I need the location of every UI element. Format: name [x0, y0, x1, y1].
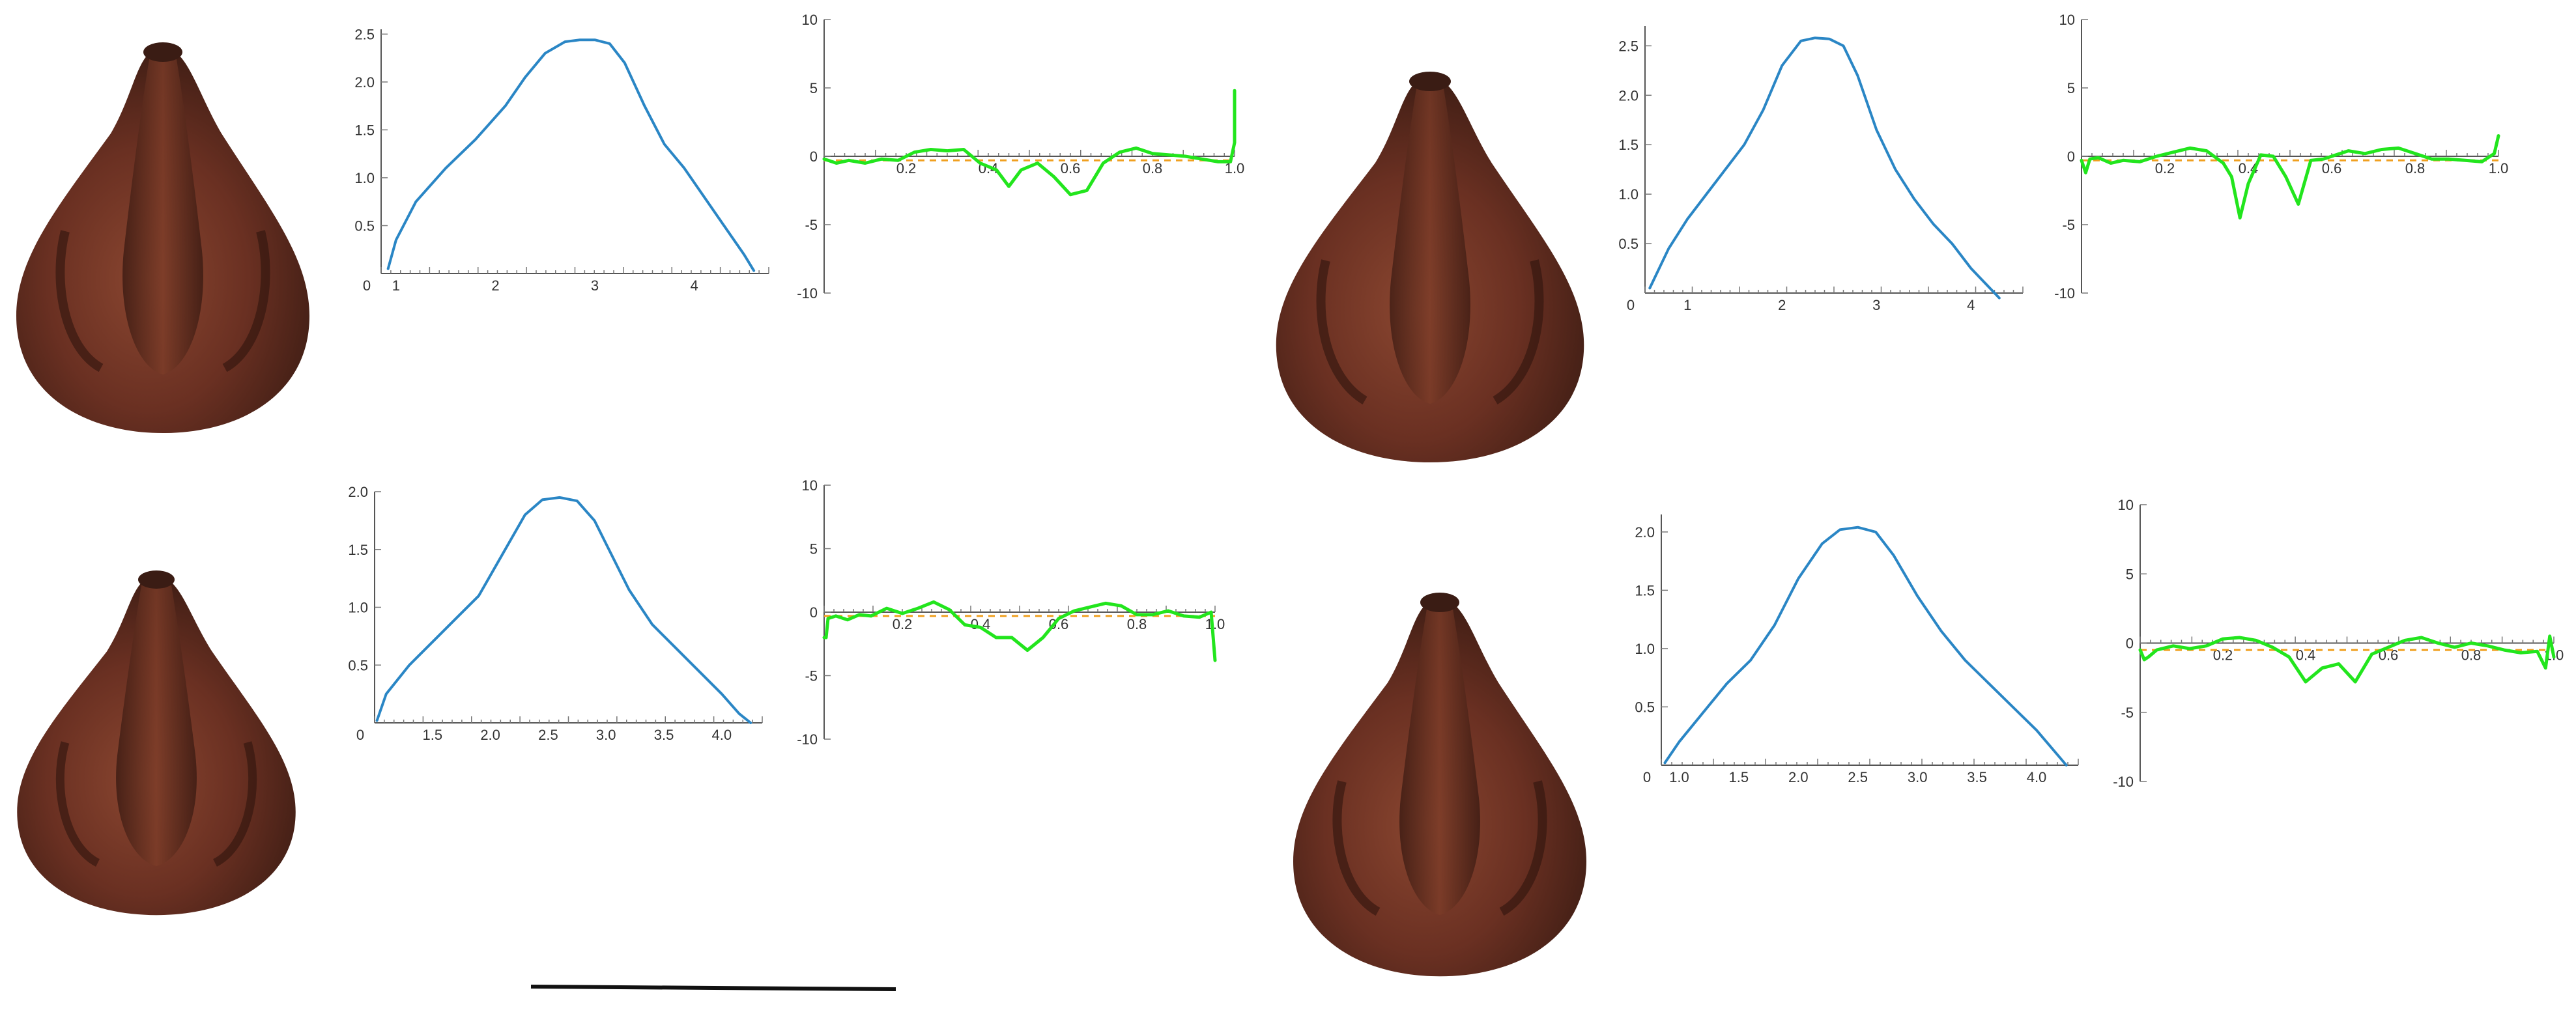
y-tick-label: 0	[2126, 636, 2134, 652]
profile-chart-4: 1.0 1.5 2.0 2.5 3.0 3.5 4.0 0 0.5 1.0 1.5 2.0	[1635, 514, 2079, 785]
x-tick-label: 2	[1778, 297, 1786, 313]
y-tick-label: 0	[810, 148, 818, 165]
x-tick-label: 0.8	[1127, 616, 1147, 632]
x-tick-label: 2.0	[1788, 769, 1809, 785]
y-tick-label: 0	[810, 604, 818, 621]
x-tick-label: 0.2	[893, 616, 913, 632]
y-tick-label: 1.5	[354, 122, 375, 138]
y-tick-label: 1.5	[1635, 582, 1655, 598]
seed-photo-2	[17, 570, 296, 916]
deviation-series-line	[822, 89, 1237, 197]
x-tick-label: 0.6	[1061, 160, 1081, 176]
x-tick-label: 1.5	[1729, 769, 1749, 785]
y-tick-label: 0.5	[1618, 236, 1639, 252]
profile-chart-1: 1 2 3 4 0 0.5 1.0 1.5 2.0 2.5	[354, 26, 769, 294]
y-tick-label: 1.5	[348, 542, 368, 558]
y-tick-label: -10	[2054, 285, 2075, 302]
x-origin-label: 0	[1643, 769, 1651, 785]
y-tick-label: 1.0	[1635, 641, 1655, 657]
y-tick-label: 2.0	[1618, 87, 1639, 104]
profile-chart-2: 1.5 2.0 2.5 3.0 3.5 4.0 0 0.5 1.0 1.5 2.0	[348, 484, 763, 743]
x-tick-label: 4.0	[712, 727, 732, 743]
x-tick-label: 3	[591, 277, 599, 294]
profile-series-line	[375, 496, 752, 724]
x-tick-label: 1	[1683, 297, 1691, 313]
y-tick-label: -10	[797, 285, 818, 302]
x-tick-label: 3.0	[1908, 769, 1928, 785]
deviation-series-line	[2080, 134, 2500, 219]
y-tick-label: 0	[2067, 148, 2075, 165]
x-tick-label: 1	[392, 277, 400, 294]
y-tick-label: 0.5	[354, 218, 375, 234]
y-tick-label: 1.5	[1618, 137, 1639, 153]
x-origin-label: 0	[356, 727, 364, 743]
y-tick-label: 1.0	[354, 170, 375, 186]
y-tick-label: -5	[805, 668, 818, 684]
y-tick-label: 1.0	[1618, 186, 1639, 203]
x-tick-label: 0.8	[2405, 160, 2426, 176]
x-tick-label: 0.4	[971, 616, 991, 632]
x-tick-label: 0.2	[2155, 160, 2175, 176]
y-tick-label: 0.5	[348, 657, 368, 673]
y-tick-label: 2.5	[1618, 38, 1639, 54]
y-tick-label: 2.0	[354, 74, 375, 91]
y-tick-label: 5	[810, 541, 818, 557]
y-tick-label: 10	[802, 477, 818, 494]
seed-photo-4	[1293, 593, 1586, 977]
x-tick-label: 1.0	[2489, 160, 2509, 176]
y-tick-label: 10	[802, 12, 818, 28]
y-tick-label: 5	[810, 80, 818, 96]
y-tick-label: 2.0	[348, 484, 368, 500]
y-tick-label: -5	[2062, 217, 2075, 233]
x-tick-label: 4.0	[2027, 769, 2047, 785]
y-tick-label: 0.5	[1635, 699, 1655, 715]
x-tick-label: 3.0	[596, 727, 616, 743]
x-tick-label: 1.0	[1205, 616, 1225, 632]
deviation-series-line	[822, 600, 1217, 662]
y-tick-label: 2.0	[1635, 524, 1655, 541]
x-tick-label: 3	[1872, 297, 1880, 313]
x-tick-label: 0.8	[1143, 160, 1163, 176]
x-tick-label: 2	[491, 277, 499, 294]
y-tick-label: -10	[2113, 774, 2134, 790]
x-tick-label: 2.0	[480, 727, 500, 743]
y-tick-label: 1.0	[348, 600, 368, 616]
profile-series-line	[386, 38, 756, 272]
x-origin-label: 0	[1627, 297, 1635, 313]
x-origin-label: 0	[363, 277, 371, 294]
x-tick-label: 4	[1967, 297, 1975, 313]
deviation-series-line	[2138, 634, 2556, 684]
seed-photo-3	[1276, 72, 1584, 462]
x-tick-label: 1.0	[1669, 769, 1689, 785]
x-tick-label: 3.5	[1967, 769, 1987, 785]
y-tick-label: -5	[805, 217, 818, 233]
y-tick-label: 10	[2118, 497, 2134, 513]
y-tick-label: -10	[797, 731, 818, 748]
profile-series-line	[1663, 526, 2068, 766]
x-tick-label: 0.2	[896, 160, 917, 176]
y-tick-label: -5	[2121, 705, 2134, 721]
x-tick-label: 2.5	[1848, 769, 1868, 785]
seed-photo-1	[16, 42, 309, 433]
y-tick-label: 5	[2067, 80, 2075, 96]
x-tick-label: 1.5	[423, 727, 443, 743]
scale-bar	[530, 985, 896, 991]
x-tick-label: 2.5	[538, 727, 558, 743]
y-tick-label: 2.5	[354, 26, 375, 42]
x-tick-label: 4	[690, 277, 698, 294]
profile-series-line	[1648, 36, 2001, 300]
x-tick-label: 0.6	[2322, 160, 2342, 176]
y-tick-label: 10	[2059, 12, 2075, 28]
profile-chart-3: 1 2 3 4 0 0.5 1.0 1.5 2.0 2.5	[1618, 26, 2024, 313]
y-tick-label: 5	[2126, 566, 2134, 582]
x-tick-label: 3.5	[654, 727, 674, 743]
